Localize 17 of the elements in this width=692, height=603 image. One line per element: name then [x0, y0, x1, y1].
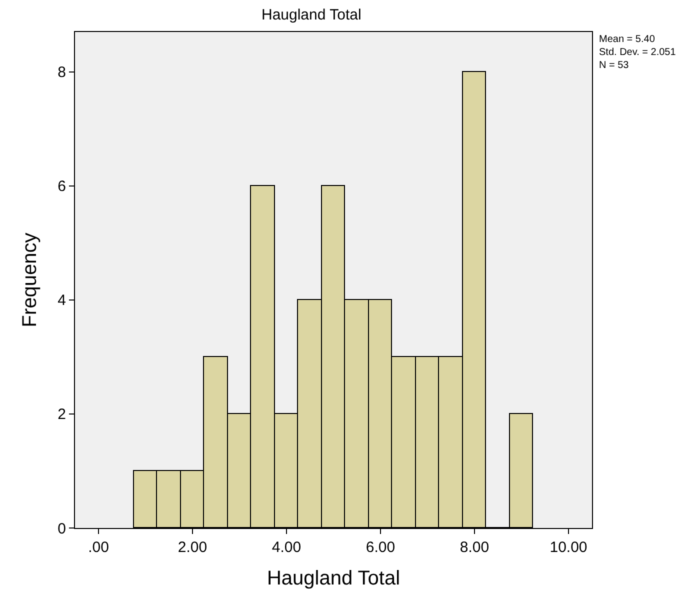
x-tick-label: 10.00 — [550, 539, 588, 556]
y-axis-title: Frequency — [19, 232, 42, 328]
y-tick-label: 4 — [58, 292, 66, 310]
text: Mean = 5.40 — [599, 34, 656, 45]
text: Std. Dev. = 2.051 — [599, 47, 676, 58]
y-tick-label: 8 — [58, 64, 66, 82]
x-axis-title: Haugland Total — [266, 568, 400, 590]
text: N = 53 — [599, 60, 630, 71]
y-tick-label: 0 — [58, 520, 66, 538]
x-tick-label: .00 — [88, 539, 109, 556]
chart-title: Haugland Total — [261, 6, 362, 24]
y-tick-label: 2 — [58, 406, 66, 424]
x-tick-label: 6.00 — [366, 539, 396, 556]
x-tick-label: 8.00 — [460, 539, 490, 556]
x-tick-label: 4.00 — [272, 539, 302, 556]
y-tick-label: 6 — [58, 178, 66, 196]
x-tick-label: 2.00 — [178, 539, 208, 556]
